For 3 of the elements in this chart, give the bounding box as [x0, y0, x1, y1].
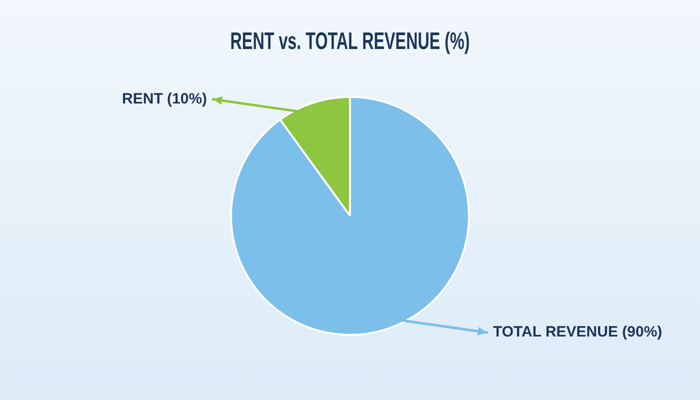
slice-label: RENT (10%): [122, 90, 208, 108]
slice-label: TOTAL REVENUE (90%): [492, 324, 662, 341]
chart-title: RENT vs. TOTAL REVENUE (%): [230, 28, 470, 55]
